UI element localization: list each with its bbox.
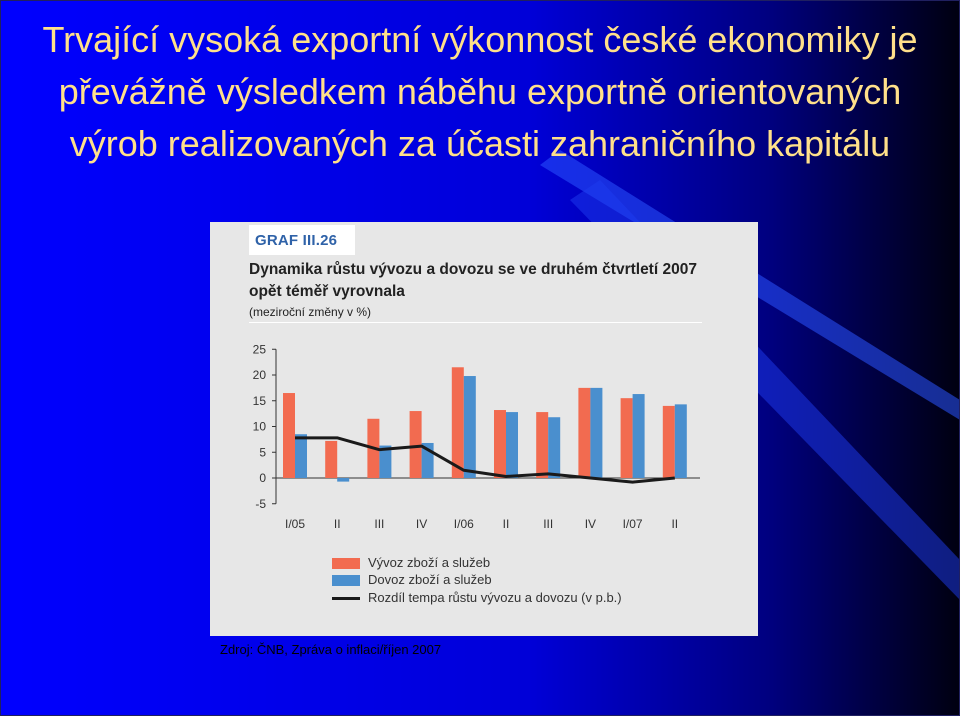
bar-imports	[590, 387, 603, 478]
x-tick-label: III	[374, 517, 384, 531]
slide-title: Trvající vysoká exportní výkonnost české…	[42, 19, 918, 164]
figure-label: GRAF III.26	[255, 232, 338, 249]
bar-imports	[632, 394, 645, 478]
line-difference	[295, 436, 675, 484]
y-tick-label: 20	[253, 368, 267, 382]
bar-exports	[536, 412, 549, 478]
legend-label-difference: Rozdíl tempa růstu vývozu a dovozu (v p.…	[368, 590, 622, 605]
x-tick-label: II	[334, 517, 341, 531]
bar-exports	[451, 367, 464, 478]
figure-label-tab	[249, 225, 355, 255]
bar-exports	[578, 387, 591, 478]
x-tick-label: I/07	[623, 517, 643, 531]
bar-exports	[494, 410, 506, 478]
y-tick-label: 5	[259, 445, 266, 459]
bar-imports	[295, 434, 307, 478]
bar-imports	[337, 478, 350, 482]
y-tick-label: 15	[253, 394, 267, 408]
x-tick-label: II	[503, 517, 510, 531]
bar-imports	[463, 376, 476, 478]
bar-imports	[379, 445, 392, 478]
bar-exports	[325, 440, 338, 478]
chart-panel: GRAF III.26 Dynamika růstu vývozu a dovo…	[210, 222, 758, 636]
legend-label-imports: Dovoz zboží a služeb	[368, 572, 492, 587]
x-tick-label: I/05	[285, 517, 305, 531]
y-tick-label: 10	[253, 420, 267, 434]
x-tick-label: I/06	[454, 517, 474, 531]
legend-label-exports: Vývoz zboží a služeb	[368, 555, 491, 570]
bar-exports	[283, 393, 295, 478]
bar-exports	[620, 398, 633, 478]
legend-swatch-exports	[332, 558, 360, 569]
x-tick-label: III	[543, 517, 553, 531]
x-tick-label: II	[671, 517, 678, 531]
legend-swatch-difference	[332, 597, 360, 600]
legend-swatch-imports	[332, 575, 360, 586]
chart-title: Dynamika růstu vývozu a dovozu se ve dru…	[249, 261, 697, 300]
y-tick-label: -5	[255, 497, 266, 511]
y-tick-label: 0	[259, 471, 266, 485]
chart-subtitle: (meziroční změny v %)	[249, 305, 372, 319]
x-tick-label: IV	[416, 517, 427, 531]
bar-imports	[548, 417, 561, 478]
source-note: Zdroj: ČNB, Zpráva o inflaci/říjen 2007	[220, 642, 442, 657]
bar-imports	[506, 412, 518, 478]
bar-exports	[662, 405, 675, 478]
y-tick-label: 25	[253, 342, 267, 356]
x-tick-label: IV	[585, 517, 596, 531]
title-divider	[249, 322, 702, 323]
bar-imports	[674, 404, 687, 478]
bar-exports	[409, 411, 422, 478]
